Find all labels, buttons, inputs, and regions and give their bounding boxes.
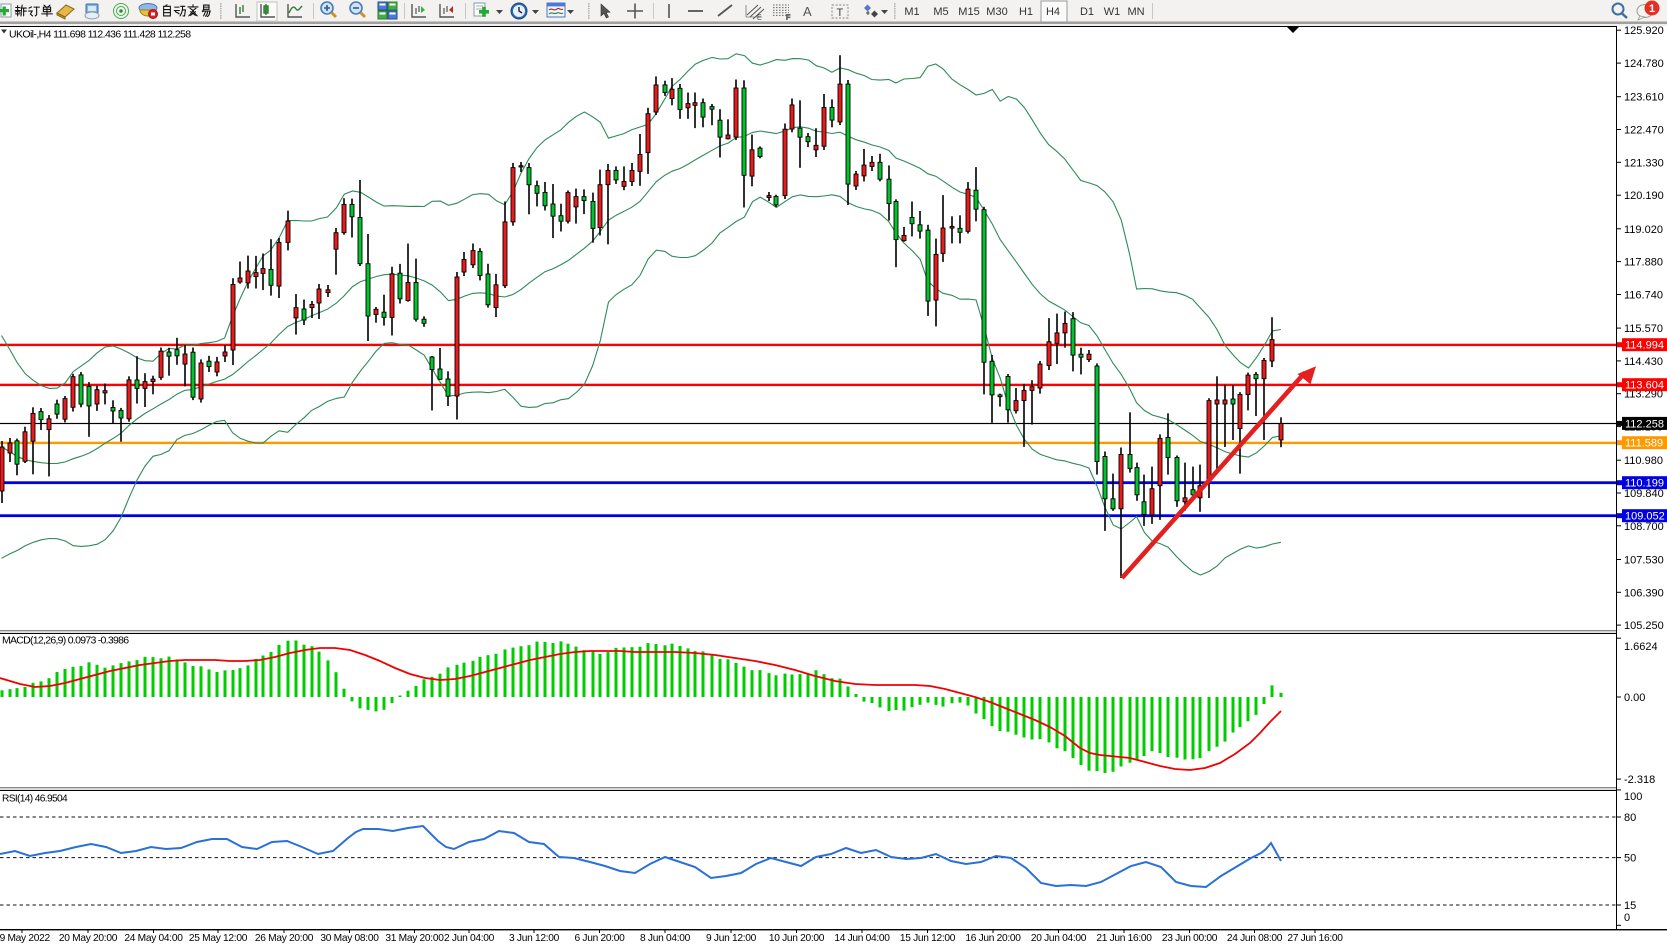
svg-text:3 Jun 12:00: 3 Jun 12:00 bbox=[509, 933, 560, 944]
svg-text:M1: M1 bbox=[904, 6, 919, 18]
svg-text:H4: H4 bbox=[1046, 6, 1060, 18]
svg-text:0: 0 bbox=[1624, 912, 1630, 924]
svg-text:114.994: 114.994 bbox=[1625, 340, 1664, 352]
svg-text:8 Jun 04:00: 8 Jun 04:00 bbox=[640, 933, 691, 944]
svg-text:H1: H1 bbox=[1019, 6, 1033, 18]
svg-text:E: E bbox=[757, 15, 762, 22]
svg-text:15 Jun 12:00: 15 Jun 12:00 bbox=[900, 933, 956, 944]
svg-text:115.570: 115.570 bbox=[1624, 323, 1663, 335]
svg-text:108.700: 108.700 bbox=[1624, 521, 1664, 533]
svg-text:117.880: 117.880 bbox=[1624, 257, 1663, 269]
svg-text:109.052: 109.052 bbox=[1625, 511, 1665, 523]
svg-text:110.980: 110.980 bbox=[1624, 455, 1663, 467]
svg-text:D1: D1 bbox=[1080, 6, 1094, 18]
svg-text:M5: M5 bbox=[933, 6, 948, 18]
svg-text:-2.318: -2.318 bbox=[1624, 774, 1655, 786]
svg-text:0.00: 0.00 bbox=[1624, 692, 1645, 704]
svg-text:110.199: 110.199 bbox=[1625, 478, 1664, 490]
svg-text:106.390: 106.390 bbox=[1624, 587, 1664, 599]
svg-text:15: 15 bbox=[1624, 900, 1636, 912]
svg-text:24 May 04:00: 24 May 04:00 bbox=[124, 933, 183, 944]
svg-text:16 Jun 20:00: 16 Jun 20:00 bbox=[965, 933, 1021, 944]
svg-text:125.920: 125.920 bbox=[1624, 25, 1664, 37]
svg-text:M30: M30 bbox=[986, 6, 1007, 18]
svg-text:F: F bbox=[786, 15, 790, 22]
svg-text:113.604: 113.604 bbox=[1625, 380, 1664, 392]
svg-text:31 May 20:00: 31 May 20:00 bbox=[385, 933, 444, 944]
svg-text:23 Jun 00:00: 23 Jun 00:00 bbox=[1162, 933, 1218, 944]
svg-text:20 Jun 04:00: 20 Jun 04:00 bbox=[1031, 933, 1087, 944]
svg-text:120.190: 120.190 bbox=[1624, 190, 1664, 202]
svg-text:UKOil-,H4 111.698 112.436 111: UKOil-,H4 111.698 112.436 111.428 112.25… bbox=[9, 29, 191, 41]
svg-text:1: 1 bbox=[1649, 3, 1655, 15]
svg-text:116.740: 116.740 bbox=[1624, 290, 1663, 302]
svg-text:21 Jun 16:00: 21 Jun 16:00 bbox=[1096, 933, 1152, 944]
svg-text:MN: MN bbox=[1127, 6, 1144, 18]
svg-text:MACD(12,26,9) 0.0973 -0.3986: MACD(12,26,9) 0.0973 -0.3986 bbox=[2, 635, 129, 647]
svg-text:9 Jun 12:00: 9 Jun 12:00 bbox=[706, 933, 757, 944]
svg-text:26 May 20:00: 26 May 20:00 bbox=[255, 933, 314, 944]
svg-text:2 Jun 04:00: 2 Jun 04:00 bbox=[444, 933, 495, 944]
svg-text:107.530: 107.530 bbox=[1624, 555, 1664, 567]
svg-text:27 Jun 16:00: 27 Jun 16:00 bbox=[1287, 933, 1343, 944]
svg-text:111.589: 111.589 bbox=[1625, 438, 1663, 450]
svg-text:14 Jun 04:00: 14 Jun 04:00 bbox=[834, 933, 890, 944]
svg-text:112.258: 112.258 bbox=[1625, 418, 1664, 430]
svg-text:121.330: 121.330 bbox=[1624, 157, 1664, 169]
svg-text:30 May 08:00: 30 May 08:00 bbox=[320, 933, 379, 944]
svg-text:24 Jun 08:00: 24 Jun 08:00 bbox=[1227, 933, 1283, 944]
svg-text:50: 50 bbox=[1624, 853, 1636, 865]
svg-text:RSI(14) 46.9504: RSI(14) 46.9504 bbox=[2, 794, 68, 805]
svg-text:A: A bbox=[803, 4, 812, 19]
svg-text:109.840: 109.840 bbox=[1624, 488, 1664, 500]
svg-text:124.780: 124.780 bbox=[1624, 58, 1664, 70]
svg-text:6 Jun 20:00: 6 Jun 20:00 bbox=[575, 933, 626, 944]
svg-text:100: 100 bbox=[1624, 791, 1642, 803]
svg-text:25 May 12:00: 25 May 12:00 bbox=[189, 933, 248, 944]
svg-text:122.470: 122.470 bbox=[1624, 125, 1664, 137]
svg-text:105.250: 105.250 bbox=[1624, 620, 1664, 632]
svg-text:10 Jun 20:00: 10 Jun 20:00 bbox=[769, 933, 825, 944]
svg-text:123.610: 123.610 bbox=[1624, 92, 1664, 104]
svg-text:114.430: 114.430 bbox=[1624, 356, 1663, 368]
svg-text:W1: W1 bbox=[1104, 6, 1121, 18]
svg-text:T: T bbox=[837, 7, 844, 19]
svg-text:1.6624: 1.6624 bbox=[1624, 641, 1658, 653]
svg-text:80: 80 bbox=[1624, 812, 1636, 824]
svg-text:113.290: 113.290 bbox=[1624, 389, 1663, 401]
svg-text:20 May 20:00: 20 May 20:00 bbox=[59, 933, 118, 944]
svg-text:119.020: 119.020 bbox=[1624, 224, 1663, 236]
svg-text:M15: M15 bbox=[958, 6, 979, 18]
svg-text:19 May 2022: 19 May 2022 bbox=[0, 933, 50, 944]
